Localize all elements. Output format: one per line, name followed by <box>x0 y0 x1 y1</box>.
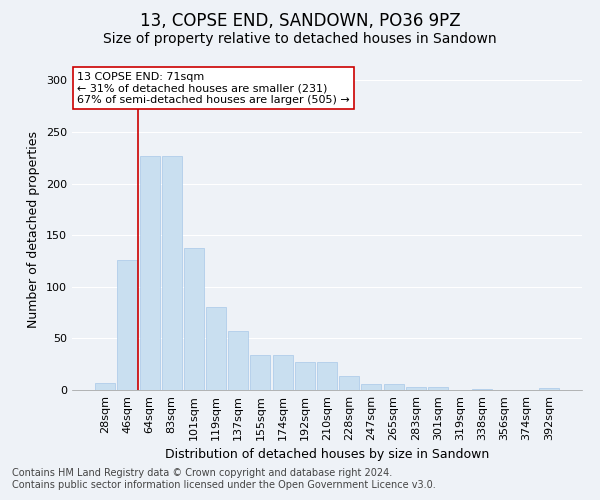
Bar <box>162 156 182 390</box>
Bar <box>140 156 160 390</box>
Text: Contains HM Land Registry data © Crown copyright and database right 2024.: Contains HM Land Registry data © Crown c… <box>12 468 392 477</box>
Bar <box>383 384 404 390</box>
Text: Contains public sector information licensed under the Open Government Licence v3: Contains public sector information licen… <box>12 480 436 490</box>
Bar <box>317 362 337 390</box>
Bar <box>539 388 559 390</box>
Text: 13 COPSE END: 71sqm
← 31% of detached houses are smaller (231)
67% of semi-detac: 13 COPSE END: 71sqm ← 31% of detached ho… <box>77 72 350 105</box>
Bar <box>250 355 271 390</box>
Bar <box>361 384 382 390</box>
Bar <box>428 387 448 390</box>
Text: Size of property relative to detached houses in Sandown: Size of property relative to detached ho… <box>103 32 497 46</box>
Bar <box>184 248 204 390</box>
Y-axis label: Number of detached properties: Number of detached properties <box>28 132 40 328</box>
Bar <box>339 376 359 390</box>
Bar <box>295 362 315 390</box>
Bar <box>406 387 426 390</box>
Bar <box>472 389 492 390</box>
X-axis label: Distribution of detached houses by size in Sandown: Distribution of detached houses by size … <box>165 448 489 462</box>
Bar <box>272 355 293 390</box>
Bar <box>228 331 248 390</box>
Bar <box>95 383 115 390</box>
Bar <box>206 308 226 390</box>
Bar <box>118 260 137 390</box>
Text: 13, COPSE END, SANDOWN, PO36 9PZ: 13, COPSE END, SANDOWN, PO36 9PZ <box>140 12 460 30</box>
